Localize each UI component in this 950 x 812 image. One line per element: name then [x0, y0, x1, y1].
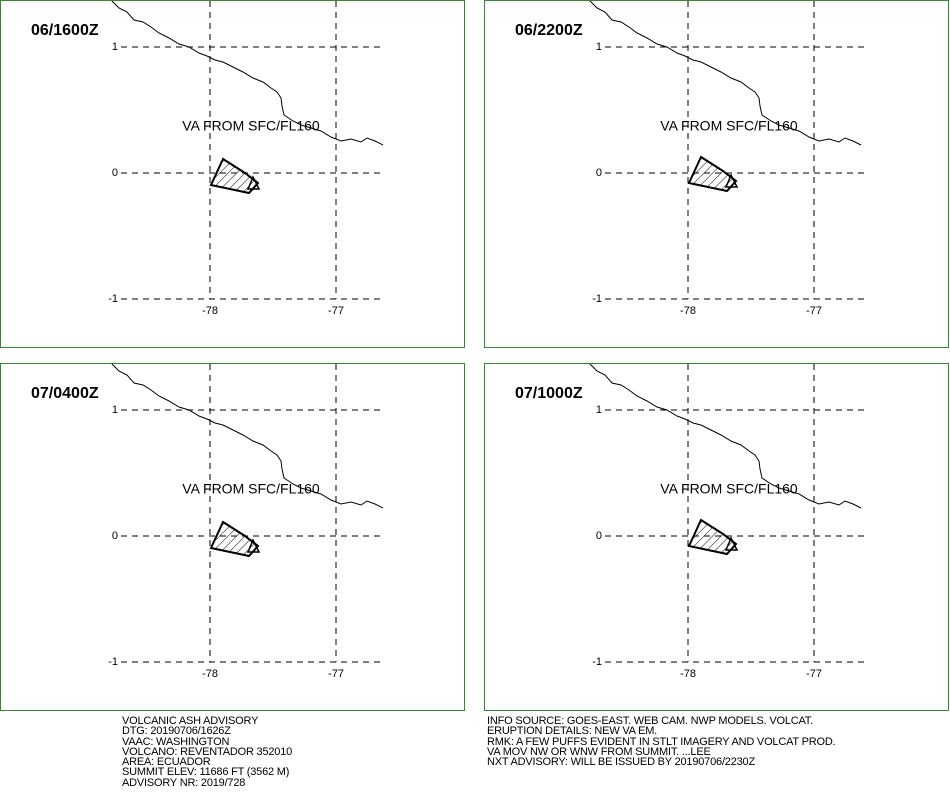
ash-annotation: VA FROM SFC/FL160 — [660, 481, 798, 497]
map-panel: 1 0 -1 -78 -77 06/1600Z VA FROM SFC/FL160 — [0, 0, 465, 348]
advisory-line: VAAC: WASHINGTON — [122, 735, 230, 748]
forecast-time: 06/2200Z — [515, 22, 583, 39]
lon-tick-label: -78 — [202, 305, 218, 317]
map-panel: 1 0 -1 -78 -77 06/2200Z VA FROM SFC/FL160 — [484, 0, 949, 348]
lat-tick-label: -1 — [592, 656, 602, 668]
lon-tick-label: -77 — [806, 668, 822, 680]
advisory-line: ADVISORY NR: 2019/728 — [122, 776, 246, 789]
lon-tick-label: -77 — [806, 305, 822, 317]
lat-tick-label: 1 — [596, 41, 602, 53]
lat-tick-label: 0 — [596, 530, 602, 542]
advisory-left: VOLCANIC ASH ADVISORY DTG: 20190706/1626Z… — [122, 715, 293, 789]
advisory-line: VOLCANIC ASH ADVISORY — [122, 715, 259, 727]
ash-annotation: VA FROM SFC/FL160 — [660, 118, 798, 134]
lat-tick-label: 1 — [596, 404, 602, 416]
advisory-line: RMK: A FEW PUFFS EVIDENT IN STLT IMAGERY… — [487, 735, 836, 748]
lat-tick-label: 0 — [112, 167, 118, 179]
map: 1 0 -1 -78 -77 07/1000Z VA FROM SFC/FL160 — [515, 364, 865, 680]
lon-tick-label: -78 — [680, 305, 696, 317]
forecast-time: 07/1000Z — [515, 385, 583, 402]
lat-tick-label: -1 — [108, 656, 118, 668]
lat-tick-label: 1 — [112, 404, 118, 416]
ash-annotation: VA FROM SFC/FL160 — [182, 118, 320, 134]
map-panel: 1 0 -1 -78 -77 07/0400Z VA FROM SFC/FL160 — [0, 363, 465, 711]
map: 1 0 -1 -78 -77 06/2200Z VA FROM SFC/FL160 — [515, 1, 865, 317]
forecast-time: 06/1600Z — [31, 22, 99, 39]
advisory-line: VA MOV NW OR WNW FROM SUMMIT. ...LEE — [487, 745, 711, 758]
lon-tick-label: -77 — [328, 305, 344, 317]
ash-annotation: VA FROM SFC/FL160 — [182, 481, 320, 497]
map: 1 0 -1 -78 -77 07/0400Z VA FROM SFC/FL160 — [31, 364, 384, 680]
lat-tick-label: -1 — [592, 293, 602, 305]
map: 1 0 -1 -78 -77 06/1600Z VA FROM SFC/FL160 — [31, 1, 384, 317]
lon-tick-label: -78 — [680, 668, 696, 680]
lat-tick-label: 0 — [112, 530, 118, 542]
advisory-right: INFO SOURCE: GOES-EAST. WEB CAM. NWP MOD… — [487, 715, 836, 769]
ash-area — [210, 521, 260, 557]
advisory-line: AREA: ECUADOR — [122, 756, 211, 769]
advisory-line: SUMMIT ELEV: 11686 FT (3562 M) — [122, 766, 290, 779]
lon-tick-label: -77 — [328, 668, 344, 680]
advisory-line: ERUPTION DETAILS: NEW VA EM. — [487, 725, 658, 738]
lat-tick-label: 0 — [596, 167, 602, 179]
advisory-line: INFO SOURCE: GOES-EAST. WEB CAM. NWP MOD… — [487, 715, 813, 727]
ash-area — [688, 156, 738, 192]
advisory-line: DTG: 20190706/1626Z — [122, 725, 231, 738]
map-panel: 1 0 -1 -78 -77 07/1000Z VA FROM SFC/FL160 — [484, 363, 949, 711]
ash-area — [688, 519, 738, 555]
lon-tick-label: -78 — [202, 668, 218, 680]
advisory-line: NXT ADVISORY: WILL BE ISSUED BY 20190706… — [487, 756, 755, 769]
ash-area — [210, 158, 260, 194]
lat-tick-label: 1 — [112, 41, 118, 53]
forecast-time: 07/0400Z — [31, 385, 99, 402]
advisory-line: VOLCANO: REVENTADOR 352010 — [122, 745, 293, 758]
lat-tick-label: -1 — [108, 293, 118, 305]
